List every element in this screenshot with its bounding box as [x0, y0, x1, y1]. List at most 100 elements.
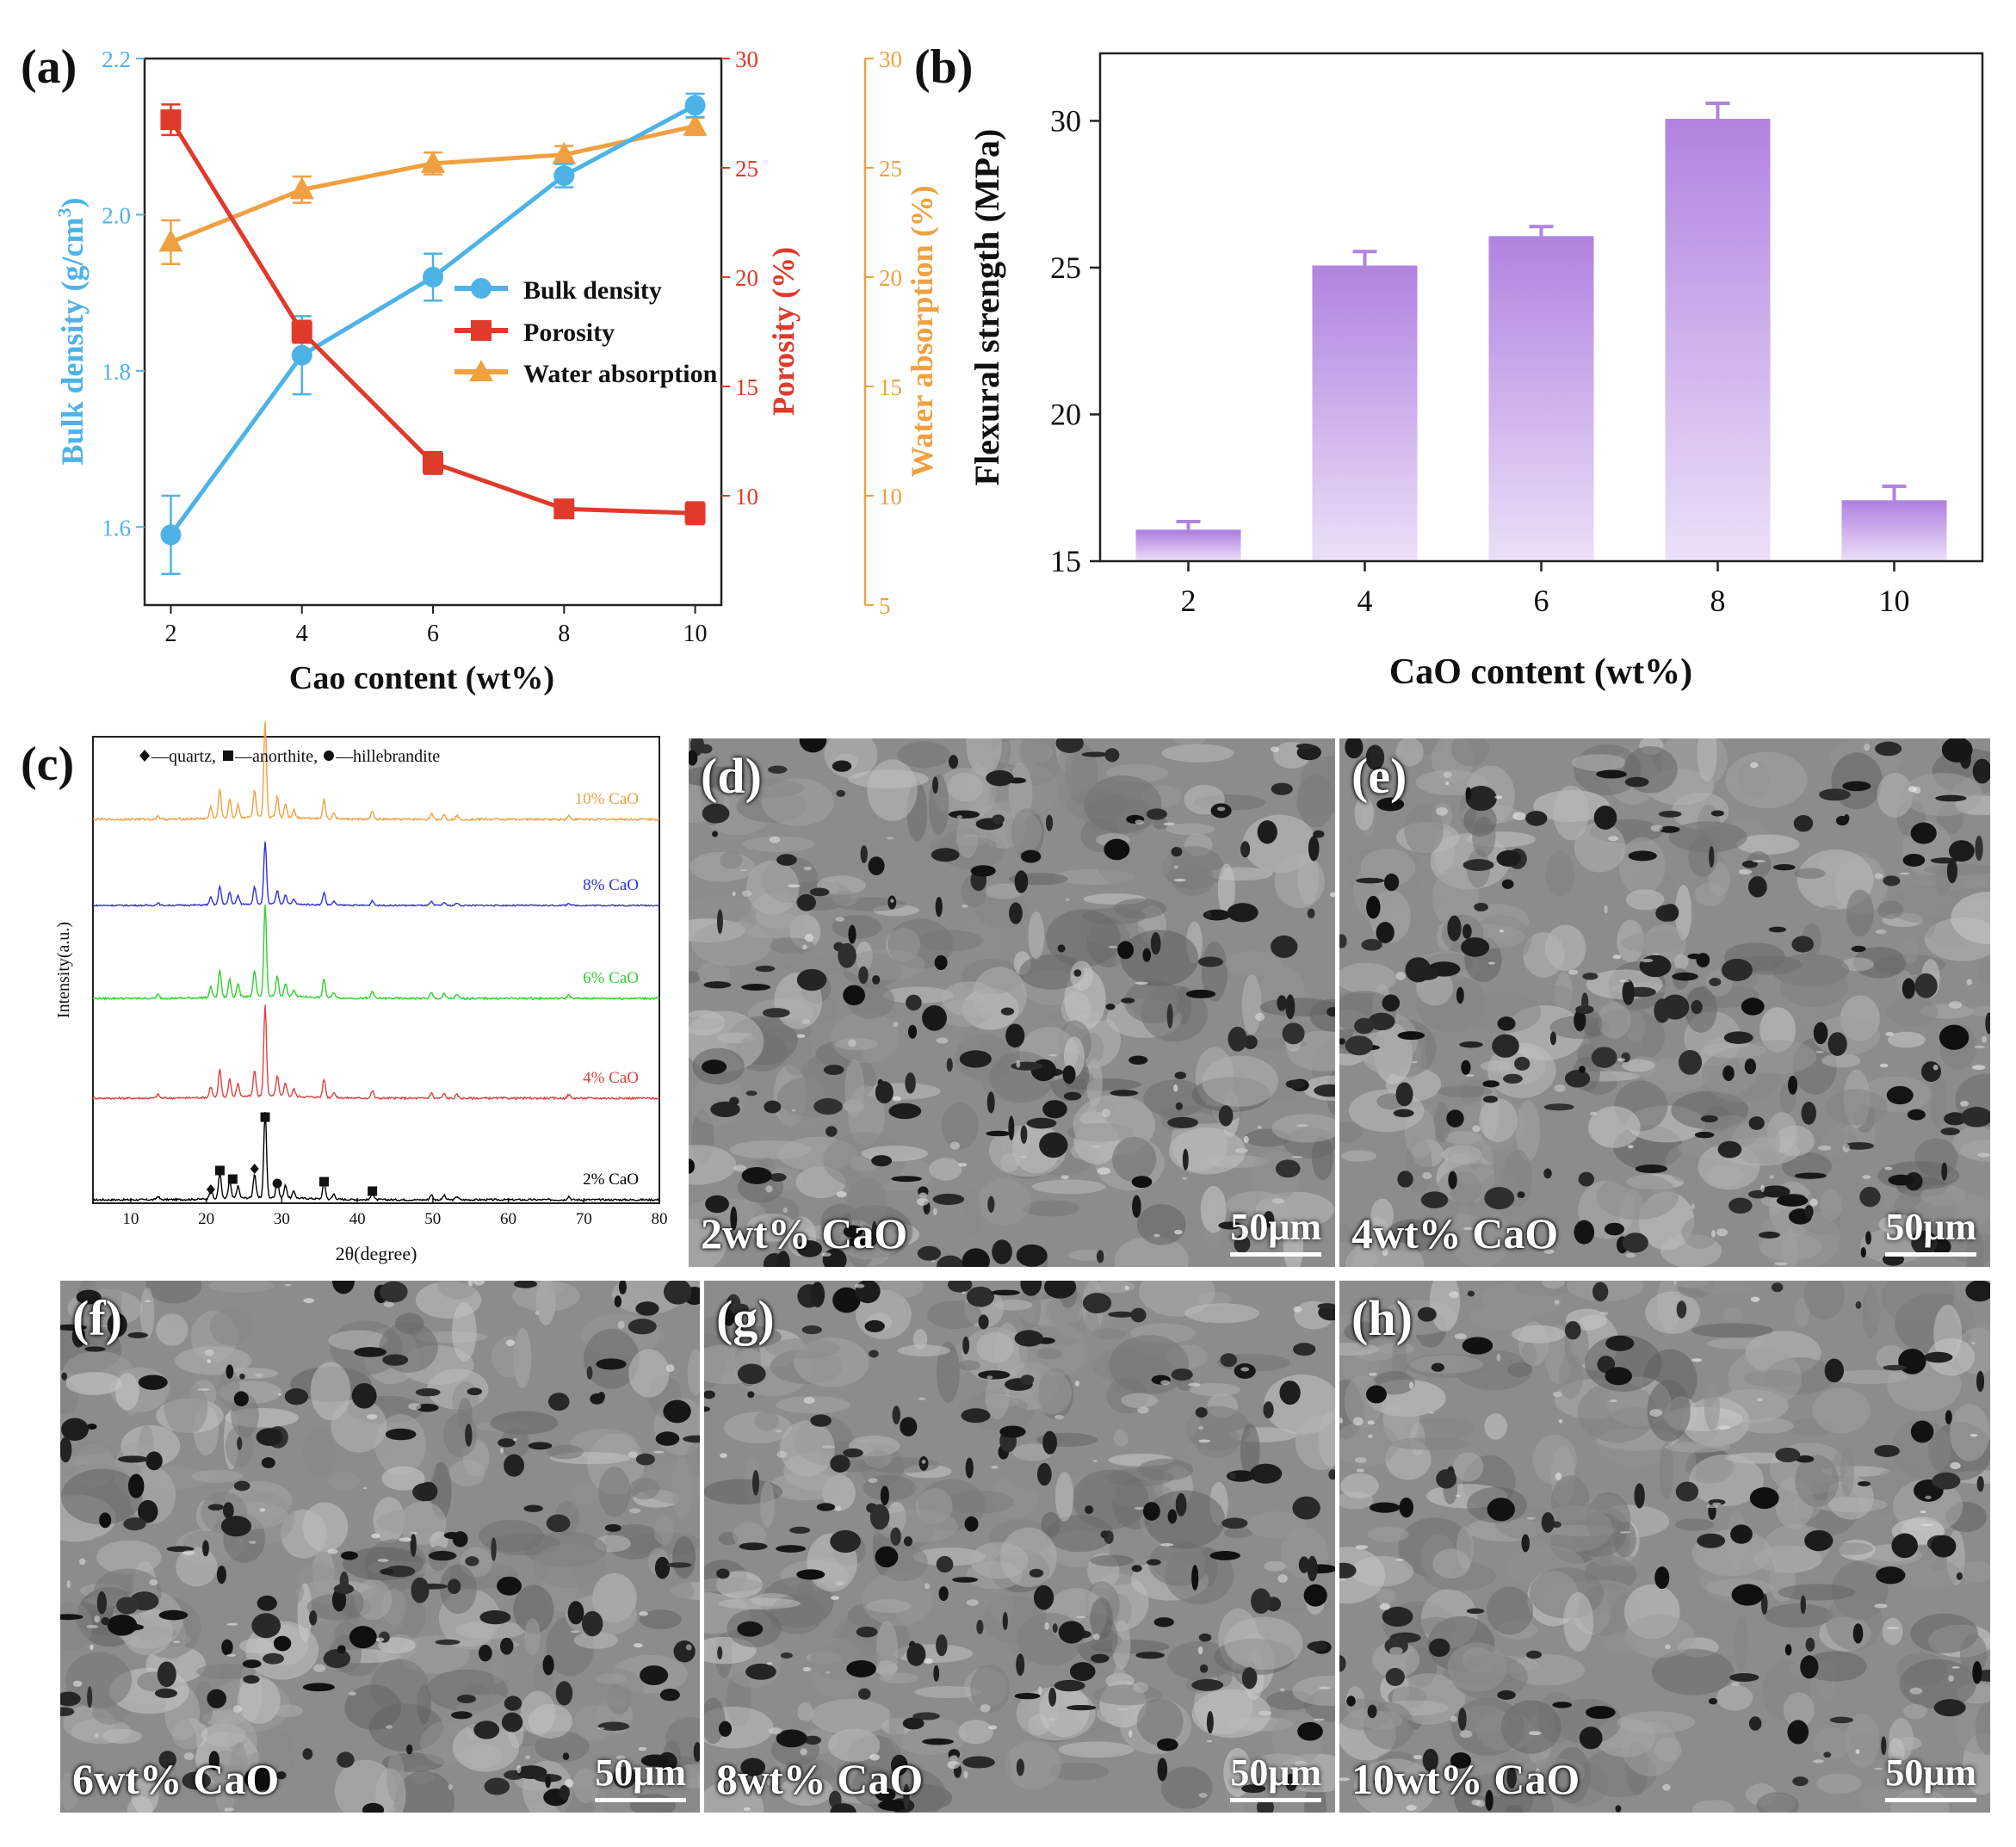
- anorthite-marker: [318, 1177, 329, 1187]
- sem-pore: [723, 1309, 735, 1326]
- sem-pore: [1891, 1533, 1918, 1559]
- sem-pore: [1795, 1455, 1815, 1463]
- sem-grain: [1691, 1800, 1735, 1813]
- sem-grain: [956, 813, 979, 858]
- sem-pore: [640, 1754, 669, 1767]
- sem-pore: [1285, 1773, 1298, 1792]
- sem-pore: [71, 1325, 85, 1348]
- panel-c: (c) 10 20 30 40 50 60 70 80 2% CaO 4% CaO 6% CaO 8…: [21, 721, 668, 1264]
- sem-pore: [745, 1663, 776, 1680]
- sem-pore: [1549, 1031, 1556, 1046]
- sem-pore: [776, 854, 797, 866]
- sem-pore: [332, 1281, 355, 1294]
- sem-pore: [351, 1383, 377, 1409]
- y-porosity-tick-label: 10: [735, 484, 758, 510]
- sem-highlight: [1198, 1439, 1211, 1443]
- sem-pore: [1271, 782, 1293, 795]
- x-tick-label: 10: [1879, 584, 1910, 618]
- sem-grain: [1622, 1721, 1679, 1776]
- sem-pore: [1497, 1689, 1516, 1700]
- sem-pore: [659, 1688, 680, 1702]
- sem-pore: [986, 1130, 1011, 1137]
- sem-scale-bar: 50μm: [1885, 1205, 1976, 1257]
- sem-highlight: [513, 1438, 517, 1442]
- sem-highlight: [1163, 822, 1176, 826]
- sem-highlight: [362, 1486, 368, 1490]
- sem-highlight: [1356, 1468, 1365, 1473]
- sem-pore: [349, 1626, 377, 1649]
- sem-highlight: [1339, 1578, 1346, 1581]
- x-tick-label: 60: [500, 1210, 516, 1228]
- sem-highlight: [1124, 1285, 1129, 1291]
- bar: [1841, 502, 1947, 561]
- sem-highlight: [1970, 1434, 1978, 1437]
- sem-pore: [1275, 1159, 1301, 1178]
- sem-highlight: [1855, 1749, 1860, 1755]
- sem-pore: [1153, 1617, 1174, 1628]
- sem-highlight: [1966, 979, 1973, 985]
- sem-highlight: [1108, 945, 1118, 948]
- sem-letter: (h): [1351, 1290, 1413, 1346]
- sem-highlight: [826, 1671, 831, 1674]
- sem-highlight: [313, 1664, 326, 1672]
- sem-pore: [875, 1081, 894, 1104]
- sem-pore: [484, 1777, 510, 1795]
- sem-pore: [729, 1096, 739, 1106]
- sem-grain: [779, 1420, 835, 1477]
- sem-grain: [1120, 930, 1199, 987]
- sem-highlight: [1653, 953, 1660, 955]
- x-tick-label: 20: [198, 1210, 214, 1228]
- sem-pore: [1156, 1738, 1178, 1751]
- sem-grain: [578, 1667, 645, 1708]
- sem-highlight: [1422, 1171, 1432, 1180]
- sem-highlight: [207, 1359, 212, 1363]
- sem-pore: [555, 1681, 573, 1706]
- sem-grain: [490, 1625, 506, 1684]
- sem-pore: [1935, 794, 1967, 802]
- sem-pore: [1303, 1584, 1327, 1607]
- sem-pore: [1875, 741, 1902, 757]
- sem-pore: [465, 1556, 479, 1566]
- sem-highlight: [615, 1755, 626, 1760]
- sem-highlight: [1352, 1417, 1364, 1426]
- sem-pore: [693, 1742, 700, 1763]
- sem-pore: [1241, 1667, 1258, 1689]
- sem-pore: [1865, 1231, 1871, 1245]
- sem-highlight: [1971, 1065, 1986, 1071]
- y-water-tick-label: 25: [879, 156, 902, 182]
- sem-pore: [1366, 895, 1381, 919]
- sem-grain: [573, 1704, 612, 1741]
- sem-grain: [1545, 851, 1574, 898]
- sem-pore: [1691, 999, 1703, 1015]
- sem-pore: [843, 985, 865, 1006]
- sem-grain: [1553, 785, 1589, 841]
- sem-grain: [230, 1742, 249, 1799]
- sem-grain: [1618, 837, 1666, 895]
- sem-pore: [905, 1072, 916, 1094]
- sem-pore: [966, 1286, 994, 1307]
- sem-highlight: [1454, 1333, 1467, 1340]
- sem-grain: [895, 1372, 933, 1415]
- sem-grain: [1311, 1135, 1334, 1181]
- sem-pore: [516, 1765, 547, 1779]
- panel-a-ylabel-left: Bulk density (g/cm3): [53, 197, 90, 465]
- sem-highlight: [1037, 1686, 1042, 1696]
- sem-pore: [663, 1399, 691, 1424]
- legend-porosity-marker: [471, 320, 492, 341]
- sem-pore: [1729, 1672, 1759, 1682]
- sem-highlight: [1395, 971, 1406, 980]
- sem-grain: [1675, 885, 1692, 940]
- sem-highlight: [1116, 1708, 1129, 1711]
- sem-pore: [705, 1195, 729, 1214]
- sem-grain: [1012, 1443, 1054, 1461]
- sem-grain: [1571, 754, 1627, 771]
- sem-pore: [1039, 1132, 1068, 1158]
- sem-pore: [435, 1639, 461, 1646]
- sem-pore: [1723, 1031, 1753, 1044]
- sem-highlight: [1494, 795, 1503, 800]
- sem-pore: [903, 1536, 913, 1547]
- sem-pore: [1932, 1472, 1961, 1490]
- sem-highlight: [1294, 1761, 1308, 1767]
- water-point: [552, 141, 577, 164]
- bulk-point: [291, 344, 312, 366]
